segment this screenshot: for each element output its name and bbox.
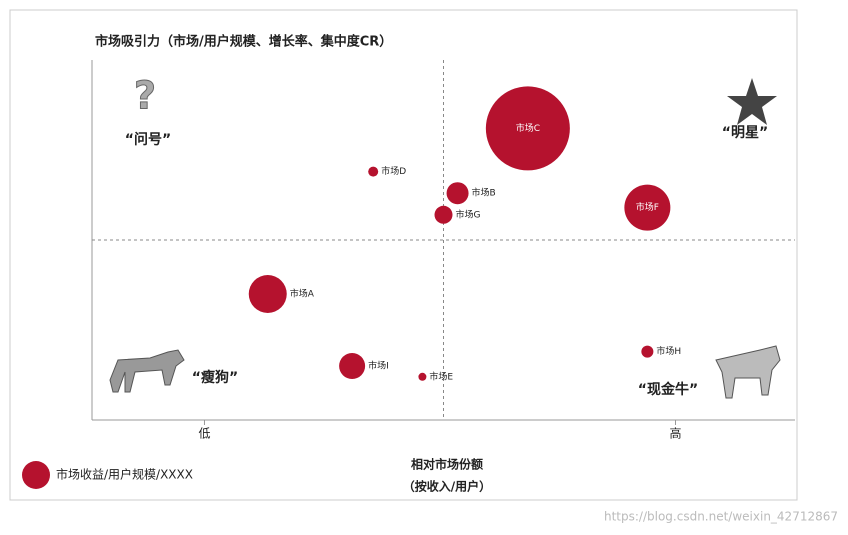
bubble [624, 184, 671, 231]
cow-icon [715, 345, 781, 399]
frame [9, 9, 798, 501]
bubble-label: 市场H [656, 345, 681, 357]
quadrant-label: “明星” [722, 125, 768, 141]
star-icon [727, 78, 777, 125]
bubble-label: 市场G [456, 208, 481, 220]
quadrant-label: “问号” [125, 131, 171, 148]
bubble [418, 372, 427, 381]
x-tick-label: 高 [669, 426, 681, 441]
bubble-label: 市场I [368, 360, 389, 372]
bubble-label: 市场E [429, 370, 453, 382]
chart-title: 市场吸引力（市场/用户规模、增长率、集中度CR） [95, 34, 392, 50]
bubble [248, 275, 287, 313]
bubble [434, 205, 453, 224]
quadrant-label: “现金牛” [638, 381, 698, 398]
x-tick-label: 低 [198, 427, 210, 441]
dog-icon [109, 349, 185, 393]
bubble [339, 353, 366, 379]
bubble-label: 市场F [636, 201, 659, 213]
bubble-label: 市场C [516, 122, 540, 134]
bubble-label: 市场B [472, 187, 496, 199]
bubble [368, 166, 379, 177]
legend-label: 市场收益/用户规模/XXXX [56, 467, 193, 482]
x-axis-label: （按收入/用户） [403, 479, 491, 494]
watermark: https://blog.csdn.net/weixin_42712867 [604, 510, 838, 524]
bubble-label: 市场D [381, 165, 406, 177]
x-axis-label: 相对市场份额 [411, 457, 483, 472]
bubble [446, 182, 469, 205]
bubble [485, 86, 570, 171]
question-icon: ? [134, 74, 156, 118]
bubble-label: 市场A [290, 288, 315, 300]
bubble [641, 345, 654, 358]
legend-marker [22, 461, 50, 489]
quadrant-label: “瘦狗” [192, 369, 238, 386]
